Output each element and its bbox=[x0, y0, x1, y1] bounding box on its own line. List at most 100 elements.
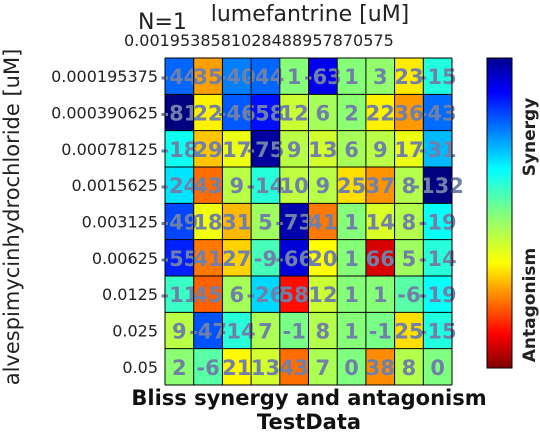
cell-value-label: 22 bbox=[366, 102, 395, 126]
cell-value-label: 9 bbox=[316, 174, 331, 198]
cell-value-label: 1 bbox=[344, 65, 359, 89]
cell-value-label: -14 bbox=[246, 174, 284, 198]
heatmap-cell bbox=[279, 130, 309, 168]
heatmap-cell bbox=[365, 239, 396, 277]
cell-value-label: -49 bbox=[160, 211, 198, 235]
heatmap-cell bbox=[308, 203, 338, 241]
heatmap-cell bbox=[193, 167, 223, 204]
cell-value-label: -63 bbox=[304, 65, 342, 89]
cell-value-label: 6 bbox=[344, 138, 359, 162]
cell-value-label: 1 bbox=[344, 283, 359, 307]
heatmap-cell bbox=[193, 348, 223, 386]
heatmap-cell bbox=[308, 239, 338, 277]
y-tick-labels: 0.000195375 0.000390625 0.00078125 0.001562… bbox=[51, 67, 158, 377]
cell-value-label: 1 bbox=[344, 211, 359, 235]
heatmap-cell bbox=[308, 94, 338, 132]
y-tick-label: 0.0125 bbox=[102, 285, 158, 304]
cell-value-label: 13 bbox=[308, 138, 337, 162]
heatmap-cell bbox=[165, 130, 195, 168]
heatmap-cell bbox=[251, 239, 281, 277]
heatmap-cell bbox=[193, 58, 223, 95]
cell-value-label: 13 bbox=[251, 356, 280, 380]
heatmap-cell bbox=[337, 203, 367, 241]
cell-value-label: -24 bbox=[160, 174, 198, 198]
cell-value-label: 17 bbox=[222, 138, 251, 162]
heatmap-cell bbox=[193, 239, 223, 277]
heatmap-cell bbox=[251, 167, 281, 204]
cell-value-label: -14 bbox=[218, 320, 256, 344]
cell-value-label: -66 bbox=[275, 247, 313, 271]
heatmap-cell bbox=[394, 203, 424, 241]
cell-value-label: -11 bbox=[160, 283, 198, 307]
cell-value-label: 17 bbox=[394, 138, 423, 162]
cell-value-label: 38 bbox=[366, 356, 395, 380]
heatmap-cell bbox=[365, 348, 396, 386]
cell-value-label: -6 bbox=[196, 356, 219, 380]
cell-value-label: 8 bbox=[402, 356, 417, 380]
heatmap-cell bbox=[165, 58, 195, 95]
y-tick-label: 0.00078125 bbox=[61, 140, 158, 159]
heatmap-cell bbox=[394, 312, 424, 350]
cell-value-label: 8 bbox=[402, 211, 417, 235]
cell-value-label: 12 bbox=[308, 283, 337, 307]
heatmap-cell bbox=[308, 312, 338, 350]
heatmap-cell bbox=[337, 348, 367, 386]
heatmap-cell bbox=[251, 203, 281, 241]
cell-value-label: -47 bbox=[189, 320, 227, 344]
heatmap-cell bbox=[193, 312, 223, 350]
heatmap-cell bbox=[423, 58, 453, 95]
cell-value-label: 27 bbox=[222, 247, 251, 271]
y-tick-label: 0.025 bbox=[112, 322, 158, 341]
heatmap-cell bbox=[365, 130, 396, 168]
cell-value-label: 45 bbox=[193, 283, 222, 307]
cell-value-label: -55 bbox=[160, 247, 198, 271]
cell-value-label: -44 bbox=[160, 65, 198, 89]
heatmap-cell bbox=[222, 167, 252, 204]
heatmap-cell bbox=[308, 276, 338, 313]
x-tick-labels: 0.0019538581028488957870575 bbox=[124, 31, 394, 50]
cell-value-label: 36 bbox=[394, 102, 423, 126]
heatmap-cell bbox=[165, 276, 195, 313]
heatmap-cell bbox=[394, 130, 424, 168]
cell-value-label: 0 bbox=[344, 356, 359, 380]
cell-value-label: 5 bbox=[258, 211, 273, 235]
cell-value-label: 6 bbox=[229, 283, 244, 307]
x-axis-label: lumefantrine [uM] bbox=[211, 2, 410, 27]
cell-value-label: 31 bbox=[222, 211, 251, 235]
cell-value-label: 29 bbox=[193, 138, 222, 162]
cell-value-label: -26 bbox=[246, 283, 284, 307]
colorbar bbox=[486, 57, 513, 369]
y-tick-label: 0.000390625 bbox=[51, 104, 158, 123]
heatmap-cell bbox=[222, 58, 252, 95]
heatmap-cells bbox=[165, 58, 453, 386]
y-tick-label: 0.003125 bbox=[82, 213, 158, 232]
heatmap-cell bbox=[365, 167, 396, 204]
heatmap-cell bbox=[423, 348, 453, 386]
cell-value-label: -31 bbox=[419, 138, 457, 162]
cell-value-label: 21 bbox=[222, 356, 251, 380]
heatmap-cell bbox=[308, 58, 338, 95]
heatmap-cell bbox=[222, 348, 252, 386]
cell-value-label: 25 bbox=[394, 320, 423, 344]
colorbar-synergy-label: Synergy bbox=[520, 98, 540, 177]
cell-value-label: -58 bbox=[246, 102, 284, 126]
cell-value-label: 9 bbox=[229, 174, 244, 198]
heatmap-cell bbox=[222, 276, 252, 313]
heatmap-cell bbox=[279, 312, 309, 350]
cell-value-label: 10 bbox=[280, 174, 309, 198]
heatmap-cell bbox=[423, 203, 453, 241]
cell-value-label: 12 bbox=[280, 102, 309, 126]
cell-value-label: -1 bbox=[369, 320, 392, 344]
heatmap-cell bbox=[365, 94, 396, 132]
heatmap-cell bbox=[193, 203, 223, 241]
heatmap-cell bbox=[423, 130, 453, 168]
cell-value-label: 1 bbox=[373, 283, 388, 307]
heatmap-cell bbox=[423, 276, 453, 313]
cell-value-label: 41 bbox=[308, 211, 337, 235]
heatmap-cell bbox=[193, 130, 223, 168]
y-tick-label: 0.000195375 bbox=[51, 67, 158, 86]
heatmap-grid bbox=[164, 57, 453, 386]
heatmap-cell bbox=[308, 130, 338, 168]
cell-value-label: 0 bbox=[430, 356, 445, 380]
cell-value-label: 8 bbox=[402, 174, 417, 198]
